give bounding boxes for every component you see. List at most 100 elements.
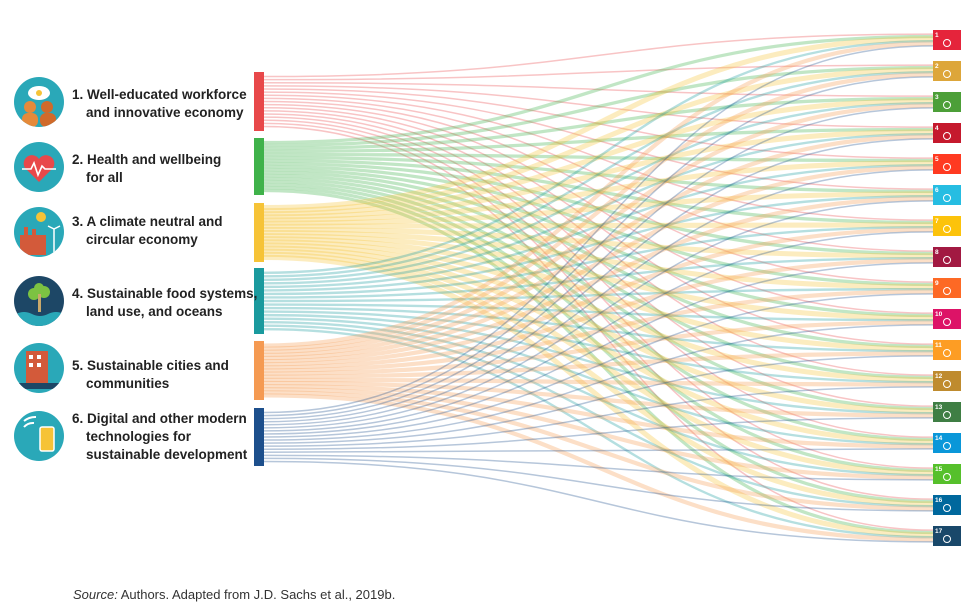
growth-chart-icon [943, 256, 951, 264]
flow-link [263, 196, 934, 364]
flow-link [263, 100, 934, 283]
flow-link [263, 160, 934, 223]
flow-link [263, 82, 934, 97]
flow-link [263, 227, 934, 367]
flow-link [263, 94, 934, 221]
bowl-icon [943, 70, 951, 78]
bird-tree-icon [943, 473, 951, 481]
flow-link [263, 448, 934, 454]
sdg-number: 7 [935, 218, 939, 225]
flow-link [263, 222, 934, 229]
flow-link [263, 122, 934, 500]
flow-link [263, 113, 934, 407]
sun-icon [943, 225, 951, 233]
sdg-tile-7: 7 [933, 216, 961, 236]
flow-link [263, 158, 934, 225]
flow-link [263, 155, 934, 194]
flow-link [263, 85, 934, 128]
flow-link [263, 165, 934, 361]
flow-link [263, 236, 934, 352]
transformation-bar-2 [254, 138, 264, 195]
sdg-tile-12: 12 [933, 371, 961, 391]
source-text: Authors. Adapted from J.D. Sachs et al.,… [117, 587, 396, 602]
equality-icon [943, 318, 951, 326]
flow-link [263, 457, 934, 512]
flow-link [263, 324, 934, 441]
flow-link [263, 320, 934, 477]
flow-link [263, 125, 934, 531]
flow-link [263, 96, 934, 151]
flow-link [263, 97, 934, 252]
flow-link [263, 41, 934, 348]
flow-link [263, 454, 934, 481]
tree-icon [14, 276, 64, 326]
flow-link [263, 65, 934, 148]
source-note: Source: Authors. Adapted from J.D. Sachs… [73, 587, 395, 602]
flow-link [263, 106, 934, 345]
flow-link [263, 306, 934, 353]
flow-link [263, 256, 934, 299]
sdg-number: 12 [935, 373, 943, 380]
flow-link [263, 72, 934, 351]
transformation-label-1: 1. Well-educated workforce and innovativ… [72, 87, 247, 120]
infinity-icon [943, 380, 951, 388]
sdg-number: 6 [935, 187, 939, 194]
flow-link [263, 248, 934, 476]
transformation-nodes [254, 72, 264, 466]
fish-icon [943, 442, 951, 450]
flow-link [263, 390, 934, 511]
flow-link [263, 231, 934, 432]
flow-link [263, 129, 934, 220]
flow-link [263, 351, 934, 379]
sdg-number: 14 [935, 435, 943, 442]
flow-link [263, 317, 934, 446]
sdg-number: 4 [935, 125, 939, 132]
flow-link [263, 127, 934, 154]
flow-link [263, 76, 934, 417]
flow-link [263, 324, 934, 508]
sdg-number: 3 [935, 94, 939, 101]
flow-link [263, 245, 934, 445]
flow-link [263, 64, 934, 81]
transformation-label-2: 2. Health and wellbeing for all [72, 152, 222, 185]
flow-link [263, 377, 934, 387]
cubes-icon [943, 287, 951, 295]
flow-link [263, 313, 934, 415]
flow-link [263, 262, 934, 435]
sdg-number: 15 [935, 466, 943, 473]
people-icon [943, 39, 951, 47]
flow-link [263, 289, 934, 373]
sdg-tile-16: 16 [933, 495, 961, 515]
flow-link [263, 254, 934, 538]
sdg-tile-9: 9 [933, 278, 961, 298]
flow-link [263, 67, 934, 214]
partnership-wheel-icon [943, 535, 951, 543]
flow-link [263, 103, 934, 314]
flow-links [263, 33, 934, 543]
flow-link [263, 134, 934, 358]
flow-link [263, 383, 934, 449]
sdg-number: 17 [935, 528, 943, 535]
flow-link [263, 161, 934, 256]
smartphone-icon [14, 411, 64, 461]
flow-link [263, 328, 934, 539]
flow-link [263, 34, 934, 145]
flow-link [263, 167, 934, 318]
flow-link [263, 229, 934, 290]
transformation-bar-5 [254, 341, 264, 400]
flow-link [263, 169, 934, 426]
transformation-bar-3 [254, 203, 264, 262]
flow-link [263, 293, 934, 438]
sdg-tile-3: 3 [933, 92, 961, 112]
flow-link [263, 45, 934, 414]
flow-link [263, 39, 934, 274]
flow-link [263, 386, 934, 447]
sdg-tile-14: 14 [933, 433, 961, 453]
flow-link [263, 110, 934, 376]
sdg-tile-5: 5 [933, 154, 961, 174]
flow-link [263, 226, 934, 259]
flow-link [263, 200, 934, 429]
flow-link [263, 138, 934, 423]
flow-link [263, 70, 934, 278]
